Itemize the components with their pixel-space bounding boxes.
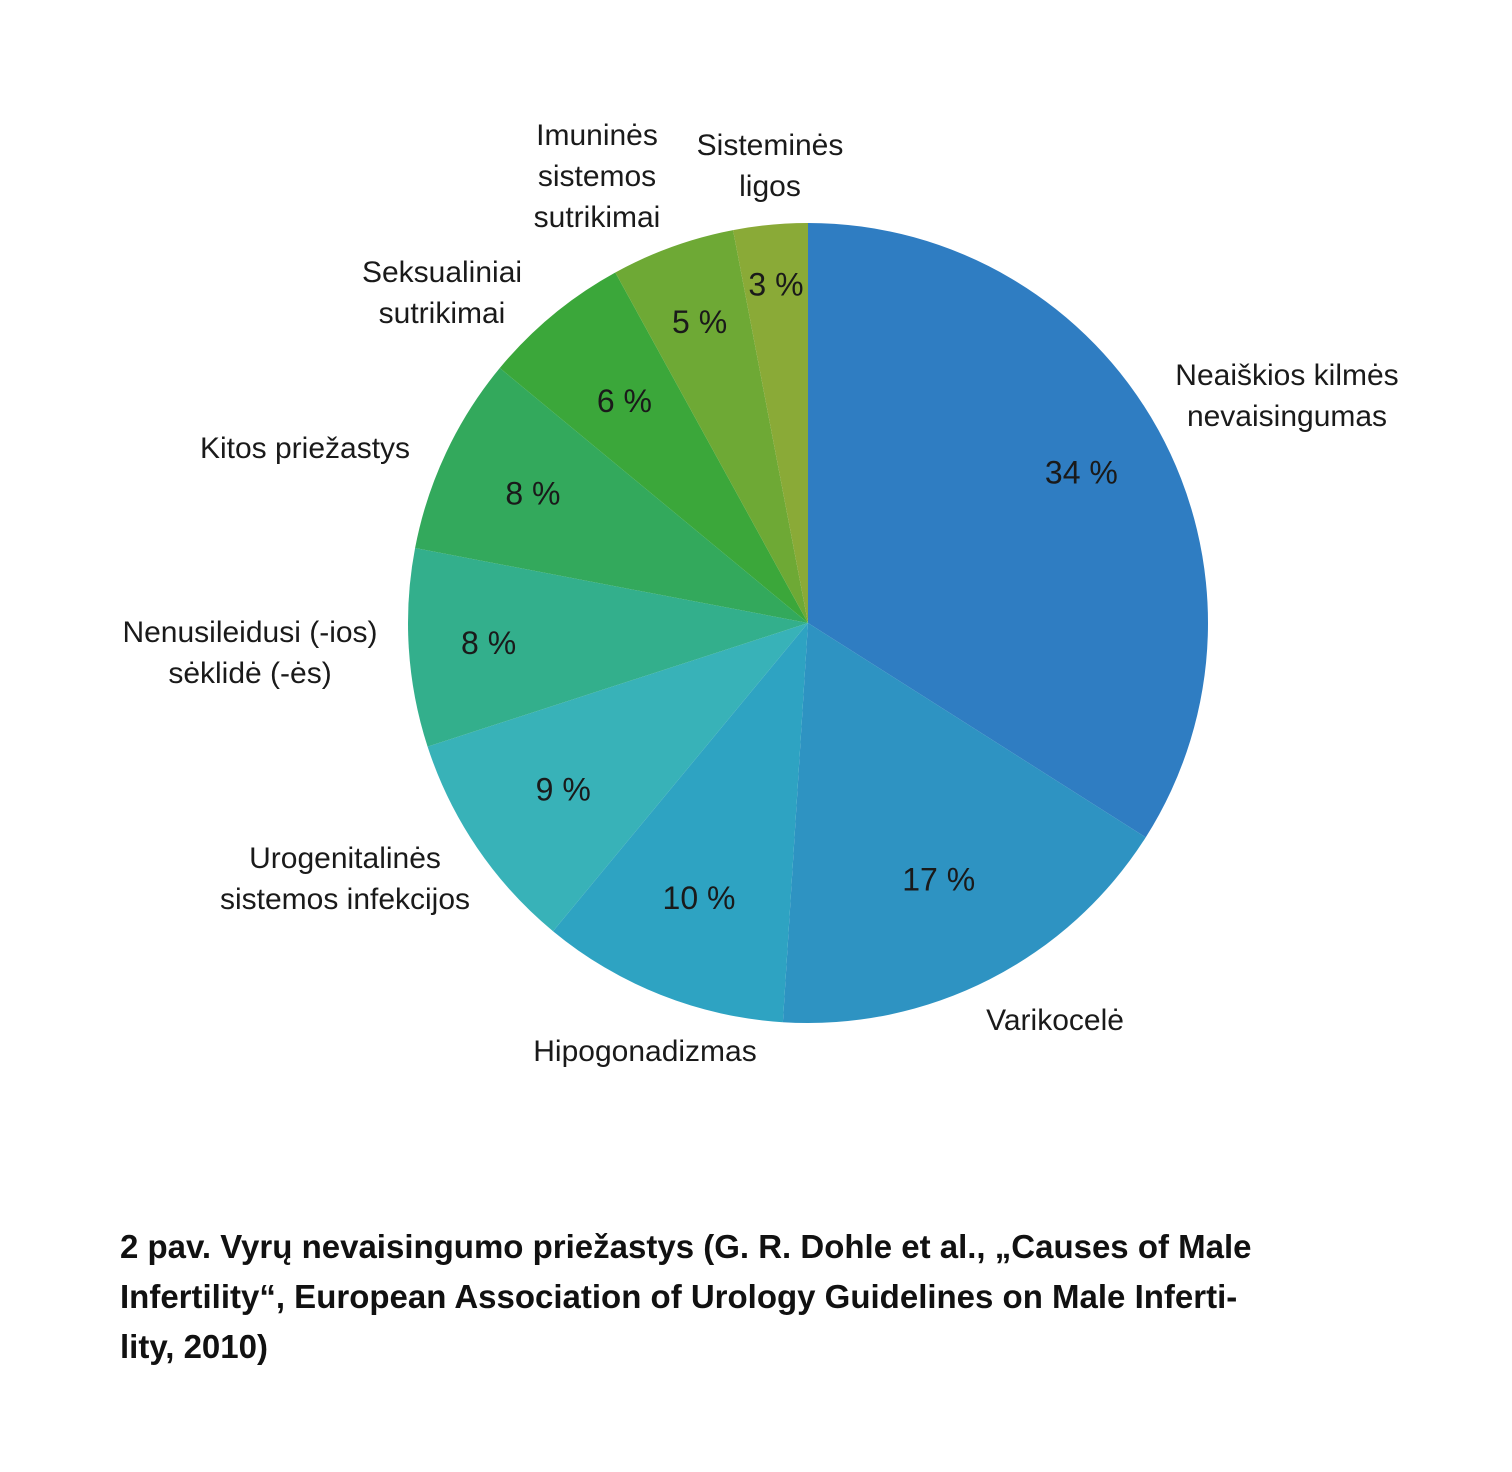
pie-slice-3 [553, 623, 808, 1023]
pie-category-label-line: Hipogonadizmas [533, 1035, 756, 1068]
pie-category-label-line: nevaisingumas [1187, 400, 1387, 433]
pie-value-label-2: 17 % [902, 862, 975, 898]
pie-category-label-line: Nenusileidusi (-ios) [122, 616, 377, 649]
pie-category-label-line: sutrikimai [379, 297, 506, 330]
figure-caption: 2 pav. Vyrų nevaisingumo priežastys (G. … [120, 1222, 1420, 1372]
pie-category-label-line: ligos [739, 170, 801, 203]
pie-category-label-line: Varikocelė [986, 1004, 1124, 1037]
pie-slice-2 [782, 623, 1146, 1023]
pie-category-label-line: sutrikimai [534, 201, 661, 234]
pie-value-label-1: 34 % [1045, 455, 1118, 491]
caption-line-3: lity, 2010) [120, 1328, 268, 1365]
pie-value-label-7: 6 % [597, 383, 652, 419]
pie-value-label-5: 8 % [461, 625, 516, 661]
pie-category-label-line: sistemos infekcijos [220, 883, 470, 916]
pie-category-label-line: Imuninės [536, 119, 658, 152]
pie-category-label-line: Neaiškios kilmės [1175, 359, 1398, 392]
pie-value-label-8: 5 % [672, 304, 727, 340]
caption-line-1: 2 pav. Vyrų nevaisingumo priežastys (G. … [120, 1228, 1252, 1265]
pie-value-label-6: 8 % [505, 476, 560, 512]
pie-slice-1 [808, 223, 1208, 838]
pie-value-label-3: 10 % [663, 880, 736, 916]
pie-category-label-2: Varikocelė [986, 1004, 1124, 1037]
pie-category-label-line: sėklidė (-ės) [168, 657, 331, 690]
pie-category-labels: Neaiškios kilmės nevaisingumas Varikocelė H… [122, 119, 1398, 1068]
pie-category-label-4: Urogenitalinės sistemos infekcijos [220, 842, 470, 916]
pie-category-label-line: Seksualiniai [362, 256, 522, 289]
pie-value-labels: 34 % 17 % 10 % 9 % 8 % 8 % 6 % 5 % 3 % [461, 267, 1118, 917]
pie-slice-6 [415, 368, 808, 623]
pie-slices [408, 223, 1208, 1023]
pie-slice-5 [408, 548, 808, 747]
pie-category-label-line: Urogenitalinės [249, 842, 441, 875]
pie-category-label-1: Neaiškios kilmės nevaisingumas [1175, 359, 1398, 433]
pie-category-label-line: Sisteminės [697, 129, 844, 162]
pie-category-label-8: Imuninės sistemos sutrikimai [534, 119, 661, 234]
pie-category-label-3: Hipogonadizmas [533, 1035, 756, 1068]
pie-value-label-4: 9 % [536, 771, 591, 807]
pie-category-label-5: Nenusileidusi (-ios) sėklidė (-ės) [122, 616, 377, 690]
pie-slice-9 [733, 223, 808, 623]
pie-slice-8 [615, 230, 808, 623]
pie-category-label-line: sistemos [538, 160, 656, 193]
pie-category-label-9: Sisteminės ligos [697, 129, 844, 203]
pie-category-label-7: Seksualiniai sutrikimai [362, 256, 522, 330]
pie-slice-4 [427, 623, 808, 932]
caption-line-2: Infertility“, European Association of Ur… [120, 1278, 1238, 1315]
pie-category-label-6: Kitos priežastys [200, 432, 410, 465]
pie-slice-7 [499, 272, 808, 623]
pie-value-label-9: 3 % [748, 267, 803, 303]
pie-category-label-line: Kitos priežastys [200, 432, 410, 465]
pie-chart: 34 % 17 % 10 % 9 % 8 % 8 % 6 % 5 % 3 % Neaiškios… [122, 119, 1398, 1068]
